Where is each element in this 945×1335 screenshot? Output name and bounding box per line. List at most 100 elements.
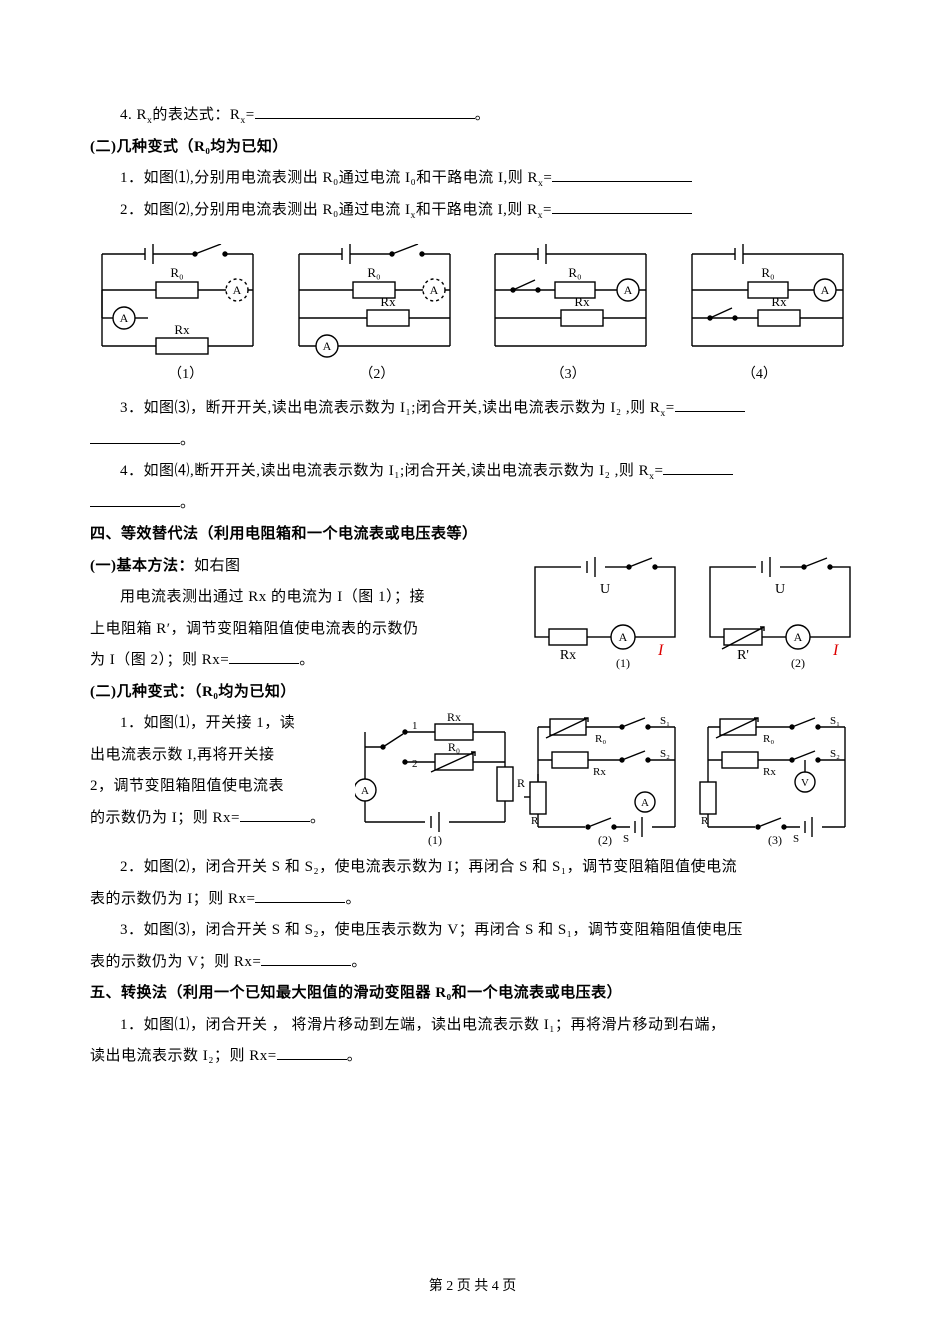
svg-text:A: A bbox=[322, 339, 331, 353]
text: 。 bbox=[299, 652, 315, 668]
var2-item-3b: 表的示数仍为 V；则 Rx= 。 bbox=[90, 947, 855, 979]
circuit-svg-2: R₀ A Rx A bbox=[287, 244, 462, 359]
page-footer: 第 2 页 共 4 页 bbox=[0, 1275, 945, 1295]
blank-fill bbox=[90, 428, 180, 444]
text: 的示数仍为 I；则 Rx= bbox=[90, 810, 240, 826]
blank-fill bbox=[240, 806, 310, 822]
text: = bbox=[543, 202, 552, 218]
text: 。 bbox=[475, 107, 491, 123]
text: 。 bbox=[351, 954, 367, 970]
circuit-4: R₀ A Rx bbox=[680, 244, 855, 359]
svg-text:Rx: Rx bbox=[447, 712, 461, 724]
svg-text:R: R bbox=[531, 815, 539, 827]
blank-fill bbox=[255, 887, 345, 903]
caption-row-1: （1） （2） （3） （4） bbox=[90, 363, 855, 383]
figure-variants-2: 1 2 Rx R₀ R A (1) bbox=[355, 712, 855, 852]
blank-fill bbox=[255, 103, 475, 119]
svg-text:R': R' bbox=[737, 648, 749, 663]
text: 表的示数仍为 I；则 Rx= bbox=[90, 891, 255, 907]
svg-text:2: 2 bbox=[412, 758, 418, 770]
svg-text:R₀: R₀ bbox=[170, 265, 183, 280]
item-4-rx: 4. Rx的表达式：Rx=。 bbox=[90, 100, 855, 132]
caption: （1） bbox=[90, 363, 281, 383]
text: = bbox=[655, 463, 664, 479]
item-4: 4．如图⑷,断开开关,读出电流表示数为 I₁;闭合开关,读出电流表示数为 I₂ … bbox=[90, 456, 855, 488]
circuit-svg-3: R₀ A Rx bbox=[483, 244, 658, 359]
text: 读出电流表示数 I₂；则 Rx= bbox=[90, 1048, 277, 1064]
svg-text:(1): (1) bbox=[616, 656, 630, 670]
text: 。 bbox=[345, 891, 361, 907]
heading-5: 五、转换法（利用一个已知最大阻值的滑动变阻器 R₀和一个电流表或电压表） bbox=[90, 978, 855, 1010]
text: = bbox=[666, 400, 675, 416]
blank-fill bbox=[90, 491, 180, 507]
svg-text:S₁: S₁ bbox=[830, 715, 840, 727]
item-3: 3．如图⑶，断开开关,读出电流表示数为 I₁;闭合开关,读出电流表示数为 I₂ … bbox=[90, 393, 855, 425]
svg-text:A: A bbox=[619, 630, 628, 644]
svg-text:(3): (3) bbox=[768, 833, 782, 847]
svg-text:S: S bbox=[623, 833, 629, 845]
figure-row-1: R₀ A A Rx bbox=[90, 244, 855, 359]
circuit-basic-svg: U Rx A I (1) U R' A I (2) bbox=[525, 555, 855, 670]
svg-text:R₀: R₀ bbox=[367, 265, 380, 280]
svg-text:(1): (1) bbox=[428, 833, 442, 847]
text: = bbox=[543, 170, 552, 186]
svg-text:R₀: R₀ bbox=[761, 265, 774, 280]
svg-text:1: 1 bbox=[412, 720, 418, 732]
text: = bbox=[246, 107, 255, 123]
svg-text:A: A bbox=[361, 785, 369, 797]
svg-text:R: R bbox=[701, 815, 709, 827]
blank-fill bbox=[261, 950, 351, 966]
svg-text:S₁: S₁ bbox=[660, 715, 670, 727]
sec5-item-1b: 读出电流表示数 I₂；则 Rx= 。 bbox=[90, 1041, 855, 1073]
svg-text:Rx: Rx bbox=[380, 294, 396, 309]
blank-line-end-2: 。 bbox=[90, 488, 855, 520]
svg-text:S: S bbox=[793, 833, 799, 845]
text: 1．如图⑴,分别用电流表测出 R₀通过电流 I₀和干路电流 I,则 R bbox=[120, 170, 538, 186]
heading-variants-2: (二)几种变式：（R₀均为已知） bbox=[90, 677, 855, 709]
var2-item-2b: 表的示数仍为 I；则 Rx= 。 bbox=[90, 884, 855, 916]
text: (一)基本方法： bbox=[90, 558, 194, 574]
blank-fill bbox=[675, 396, 745, 412]
var2-item-3: 3．如图⑶，闭合开关 S 和 S₂，使电压表示数为 V；再闭合 S 和 S₁，调… bbox=[90, 915, 855, 947]
text: 4．如图⑷,断开开关,读出电流表示数为 I₁;闭合开关,读出电流表示数为 I₂ … bbox=[120, 463, 649, 479]
blank-fill bbox=[552, 198, 692, 214]
svg-text:U: U bbox=[600, 582, 610, 597]
circuit-svg-4: R₀ A Rx bbox=[680, 244, 855, 359]
text: 2．如图⑵,分别用电流表测出 R₀通过电流 I bbox=[120, 202, 410, 218]
svg-text:Rx: Rx bbox=[593, 766, 606, 778]
svg-text:(2): (2) bbox=[791, 656, 805, 670]
svg-text:U: U bbox=[775, 582, 785, 597]
svg-text:R₀: R₀ bbox=[569, 265, 582, 280]
text: 。 bbox=[347, 1048, 363, 1064]
caption: （4） bbox=[664, 363, 855, 383]
blank-line-end: 。 bbox=[90, 425, 855, 457]
caption: （2） bbox=[281, 363, 472, 383]
blank-fill bbox=[663, 459, 733, 475]
svg-text:R₀: R₀ bbox=[595, 733, 606, 745]
caption: （3） bbox=[473, 363, 664, 383]
item-2: 2．如图⑵,分别用电流表测出 R₀通过电流 Ix和干路电流 I,则 Rx= bbox=[90, 195, 855, 227]
svg-text:S₂: S₂ bbox=[660, 748, 670, 760]
svg-text:Rx: Rx bbox=[575, 294, 591, 309]
sec5-item-1: 1．如图⑴，闭合开关 ， 将滑片移动到左端，读出电流表示数 I₁；再将滑片移动到… bbox=[90, 1010, 855, 1042]
svg-text:R₀: R₀ bbox=[763, 733, 774, 745]
text: 。 bbox=[180, 495, 196, 511]
svg-text:S₂: S₂ bbox=[830, 748, 840, 760]
page: 4. Rx的表达式：Rx=。 (二)几种变式（R₀均为已知） 1．如图⑴,分别用… bbox=[0, 0, 945, 1335]
svg-text:Rx: Rx bbox=[174, 322, 190, 337]
blank-fill bbox=[552, 166, 692, 182]
text: 表的示数仍为 V；则 Rx= bbox=[90, 954, 261, 970]
blank-fill bbox=[229, 648, 299, 664]
svg-text:A: A bbox=[821, 283, 830, 297]
svg-text:Rx: Rx bbox=[771, 294, 787, 309]
svg-text:A: A bbox=[641, 797, 649, 809]
svg-text:(2): (2) bbox=[598, 833, 612, 847]
text: 如右图 bbox=[194, 558, 241, 574]
text: 为 I（图 2）；则 Rx= bbox=[90, 652, 229, 668]
svg-text:I: I bbox=[657, 642, 664, 659]
svg-text:Rx: Rx bbox=[560, 648, 576, 663]
circuit-variants2-svg: 1 2 Rx R₀ R A (1) bbox=[355, 712, 855, 852]
svg-text:R: R bbox=[517, 776, 525, 790]
var2-item-2: 2．如图⑵，闭合开关 S 和 S₂，使电流表示数为 I；再闭合 S 和 S₁，调… bbox=[90, 852, 855, 884]
text: 的表达式：R bbox=[152, 107, 240, 123]
